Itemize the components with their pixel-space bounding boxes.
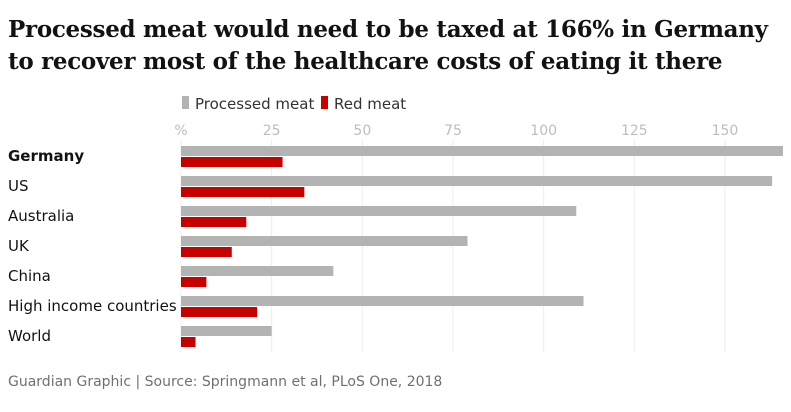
- bars: [181, 146, 783, 347]
- chart-title: Processed meat would need to be taxed at…: [8, 16, 768, 75]
- bar-processed-meat-australia: [181, 206, 577, 216]
- bar-processed-meat-germany: [181, 146, 783, 156]
- category-label-china: China: [8, 267, 51, 285]
- bar-red-meat-high-income-countries: [181, 307, 258, 317]
- x-axis-ticks: % 25 50 75 100 125 150: [174, 123, 738, 139]
- legend-swatch-red-meat: [321, 96, 328, 109]
- bar-processed-meat-world: [181, 326, 272, 336]
- tick-label-100: 100: [530, 123, 557, 139]
- tick-label-150: 150: [712, 123, 739, 139]
- source-note: Guardian Graphic | Source: Springmann et…: [8, 374, 443, 390]
- bar-processed-meat-china: [181, 266, 334, 276]
- category-label-germany: Germany: [8, 147, 84, 165]
- bar-red-meat-world: [181, 337, 196, 347]
- tick-label-25: 25: [263, 123, 281, 139]
- bar-red-meat-germany: [181, 157, 283, 167]
- tick-label-75: 75: [444, 123, 462, 139]
- category-label-uk: UK: [8, 237, 30, 255]
- category-label-us: US: [8, 177, 29, 195]
- bar-processed-meat-uk: [181, 236, 468, 246]
- tick-label-0: %: [174, 123, 187, 139]
- legend: Processed meat Red meat: [182, 95, 406, 113]
- legend-label-red-meat: Red meat: [334, 95, 406, 113]
- bar-red-meat-uk: [181, 247, 232, 257]
- tick-label-125: 125: [621, 123, 648, 139]
- category-label-high-income-countries: High income countries: [8, 297, 177, 315]
- legend-label-processed-meat: Processed meat: [195, 95, 314, 113]
- tick-label-50: 50: [353, 123, 371, 139]
- category-label-world: World: [8, 327, 51, 345]
- legend-swatch-processed-meat: [182, 96, 189, 109]
- bar-red-meat-us: [181, 187, 305, 197]
- bar-chart: Processed meat Red meat % 25 50 75 100 125 150 …: [8, 95, 783, 352]
- bar-red-meat-australia: [181, 217, 247, 227]
- category-label-australia: Australia: [8, 207, 74, 225]
- bar-red-meat-china: [181, 277, 207, 287]
- bar-processed-meat-us: [181, 176, 773, 186]
- category-labels: Germany US Australia UK China High income cou…: [8, 147, 177, 345]
- bar-processed-meat-high-income-countries: [181, 296, 584, 306]
